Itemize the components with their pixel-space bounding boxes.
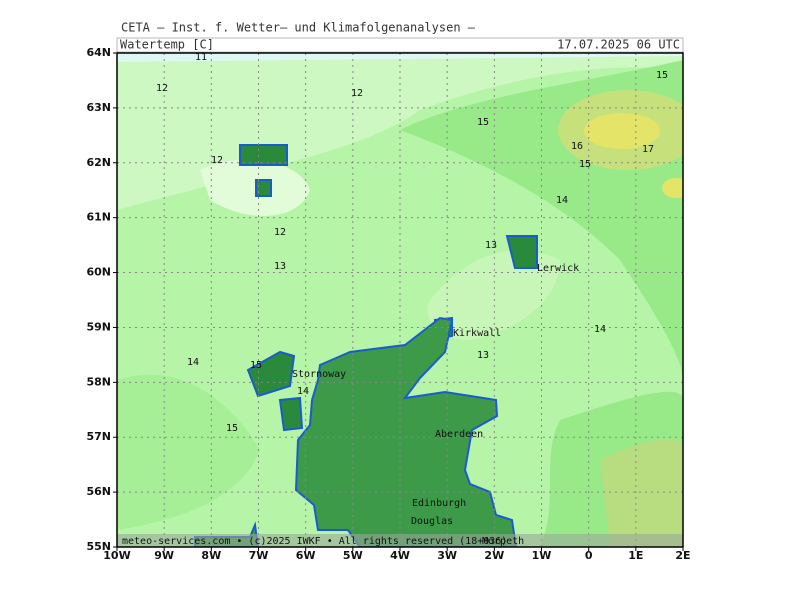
faroe-land [239, 144, 288, 197]
sea-warmer [600, 439, 683, 547]
sea-warmest [662, 178, 683, 198]
contour-label: 15 [656, 70, 668, 81]
copyright-footer: meteo-services.com • (c)2025 IWKF • All … [122, 536, 507, 547]
sea-cool [117, 53, 683, 210]
lat-label: 60N [86, 266, 111, 279]
map-labels: 11 12 12 15 15 16 15 17 12 14 12 13 13 14 13 14 15 14 15 Le… [156, 52, 668, 547]
lat-label: 61N [86, 211, 111, 224]
lon-label: 9W [154, 549, 174, 562]
datetime-label: 17.07.2025 06 UTC [557, 38, 680, 52]
lat-label: 64N [86, 46, 111, 59]
lon-label: 2W [484, 549, 504, 562]
lon-label: 3W [437, 549, 457, 562]
map-area: meteo-services.com • (c)2025 IWKF • All … [117, 52, 683, 547]
footer-band [117, 534, 683, 547]
graticule [117, 53, 683, 547]
lon-label: 5W [343, 549, 363, 562]
header-title: CETA — Inst. f. Wetter— und Klimafolgena… [121, 21, 476, 35]
contour-label: 12 [211, 155, 223, 166]
lon-label: 10W [103, 549, 130, 562]
contour-label: 15 [579, 159, 591, 170]
lat-label: 57N [86, 430, 111, 443]
lat-label: 55N [86, 540, 111, 553]
contour-label: 13 [485, 240, 497, 251]
variable-label: Watertemp [C] [120, 38, 214, 52]
contour-label: 13 [274, 261, 286, 272]
header-bar [116, 37, 684, 53]
lon-label: 1E [628, 549, 643, 562]
lon-label: 1W [532, 549, 552, 562]
city-label: Kirkwall [453, 328, 501, 339]
lon-label: 6W [296, 549, 316, 562]
hebrides-land [246, 350, 304, 432]
lat-label: 62N [86, 156, 111, 169]
city-label: Aberdeen [435, 429, 483, 440]
contour-label: 14 [297, 386, 309, 397]
lon-label: 7W [249, 549, 269, 562]
contour-label: 16 [571, 141, 583, 152]
contour-label: 15 [226, 423, 238, 434]
contour-label: 12 [274, 227, 286, 238]
contour-label: 12 [351, 88, 363, 99]
contour-label: 14 [556, 195, 568, 206]
contour-label: 12 [156, 83, 168, 94]
city-label: Edinburgh [412, 498, 466, 509]
lon-label: 2E [675, 549, 690, 562]
sea-warmest [584, 113, 660, 149]
lat-label: 63N [86, 101, 111, 114]
contour-label: 14 [594, 324, 606, 335]
contour-label: 17 [642, 144, 654, 155]
contour-label: 14 [187, 357, 199, 368]
city-label: Lerwick [537, 263, 579, 274]
axes: 10W 9W 8W 7W 6W 5W 4W 3W 2W 1W 0 1E 2E 64N 63N 62N 61N 60… [86, 46, 690, 562]
city-label: Morpeth [482, 536, 524, 547]
lat-label: 59N [86, 320, 111, 333]
city-label: Stornoway [292, 369, 346, 380]
lon-label: 8W [201, 549, 221, 562]
contour-label: 13 [477, 350, 489, 361]
lat-label: 56N [86, 485, 111, 498]
lon-label: 0 [585, 549, 593, 562]
city-label: Douglas [411, 516, 453, 527]
contour-label: 11 [195, 52, 207, 63]
scotland-land [294, 316, 518, 547]
contour-label: 15 [250, 360, 262, 371]
contour-label: 15 [477, 117, 489, 128]
lon-label: 4W [390, 549, 410, 562]
sea-warm [117, 374, 260, 530]
lat-label: 58N [86, 375, 111, 388]
